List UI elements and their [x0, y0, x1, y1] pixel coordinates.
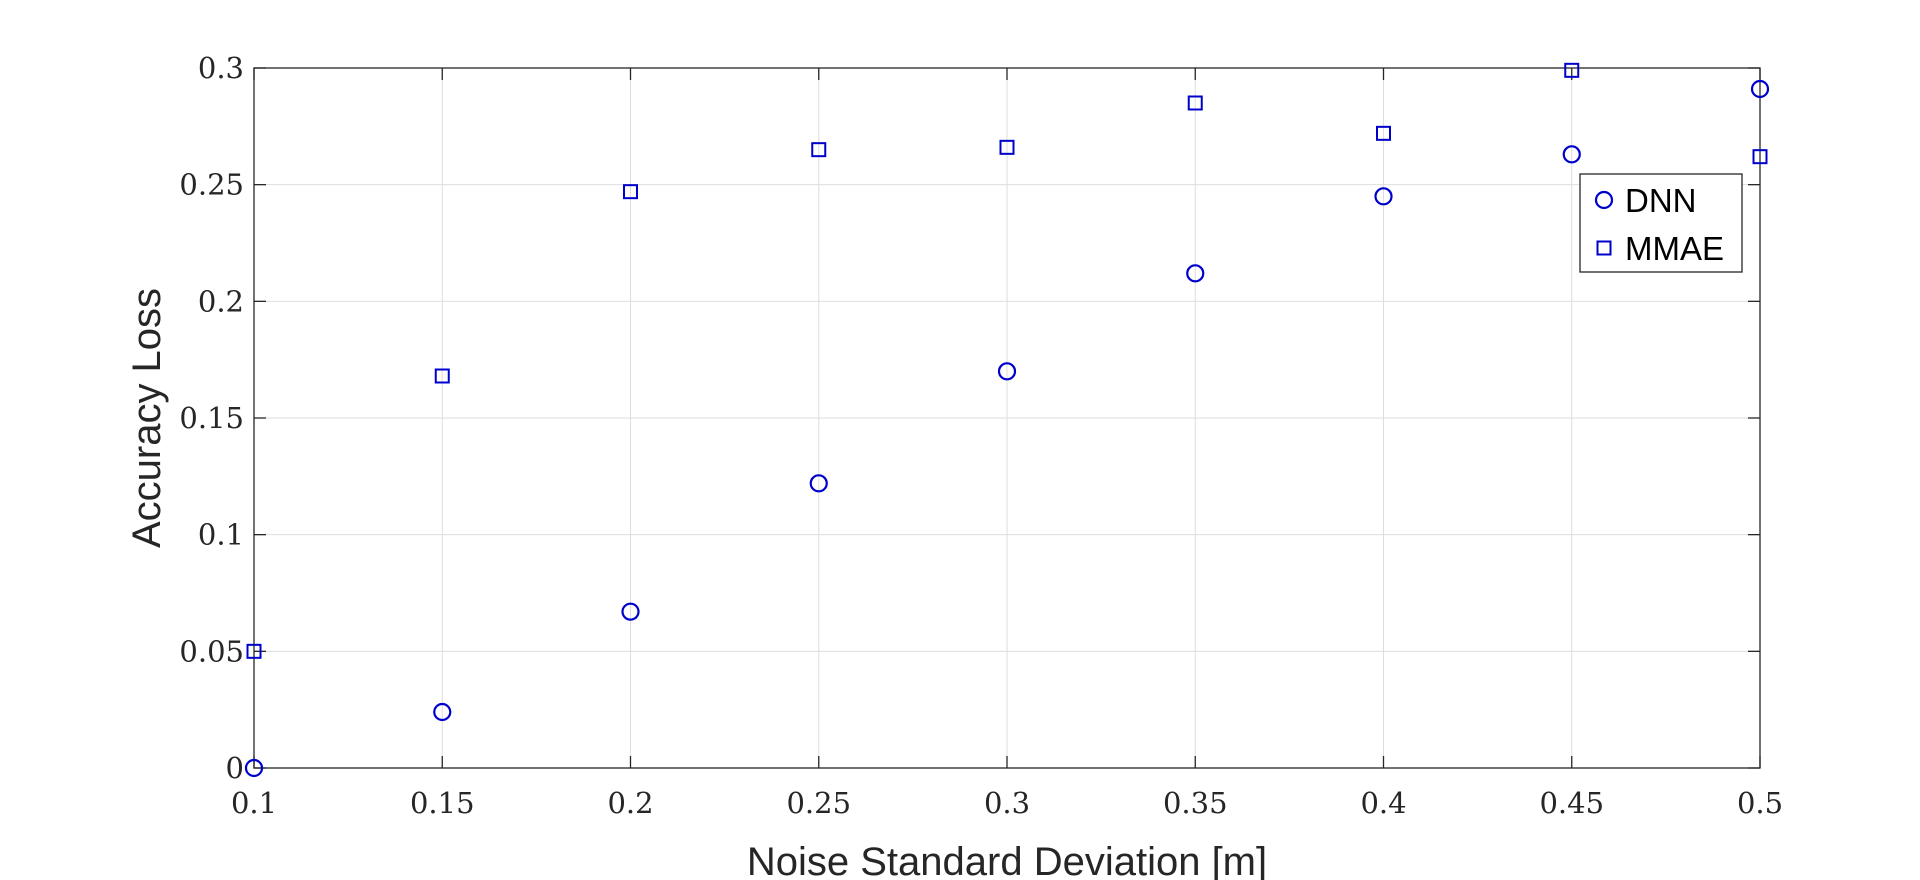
axis-ticks [253, 67, 1761, 769]
dnn-point [433, 702, 452, 722]
mmae-point [434, 368, 450, 384]
x-tick-label: 0.15 [410, 786, 475, 820]
legend-label: DNN [1625, 182, 1697, 219]
dnn-point [1562, 145, 1581, 164]
y-tick-label: 0.2 [198, 284, 244, 318]
mmae-point [1564, 62, 1580, 78]
mmae-point [1752, 149, 1768, 165]
mmae-point [1187, 95, 1203, 111]
mmae-point [811, 142, 827, 158]
mmae-point [246, 643, 262, 659]
y-tick-label: 0.05 [179, 634, 244, 668]
dnn-point [1750, 79, 1770, 99]
x-tick-label: 0.45 [1539, 786, 1604, 820]
mmae-point [1376, 125, 1391, 141]
tick-labels: 0.1 0.15 0.2 0.25 0.3 0.35 0.4 0.45 0.5 0 0.05 0.1 0… [179, 51, 1783, 820]
x-tick-label: 0.3 [984, 786, 1030, 820]
legend-marker-1 [1596, 240, 1612, 256]
dnn-point [809, 474, 828, 493]
x-tick-label: 0.5 [1737, 786, 1783, 820]
x-tick-label: 0.4 [1360, 786, 1406, 820]
x-tick-label: 0.1 [231, 786, 277, 820]
dnn-point [997, 362, 1017, 381]
dnn-point [621, 602, 640, 621]
legend-label: MMAE [1625, 230, 1724, 267]
x-tick-label: 0.25 [786, 786, 851, 820]
x-axis-label: Noise Standard Deviation [m] [747, 840, 1267, 880]
y-tick-label: 0.1 [198, 518, 244, 552]
legend-box [1579, 173, 1743, 273]
dnn-point [244, 758, 264, 778]
y-tick-label: 0.15 [179, 401, 244, 435]
dnn-point [1374, 187, 1393, 206]
y-tick-label: 0.3 [198, 51, 244, 85]
mmae-point [999, 139, 1015, 155]
y-tick-label: 0 [226, 751, 244, 785]
y-tick-label: 0.25 [179, 168, 244, 202]
x-tick-label: 0.35 [1163, 786, 1228, 820]
x-tick-label: 0.2 [607, 786, 653, 820]
legend: DNN MMAE [1579, 173, 1743, 273]
y-axis-label: Accuracy Loss [125, 288, 169, 548]
data-points [244, 62, 1770, 778]
mmae-point [623, 184, 638, 200]
dnn-point [1186, 264, 1205, 283]
legend-marker-0 [1594, 190, 1614, 210]
